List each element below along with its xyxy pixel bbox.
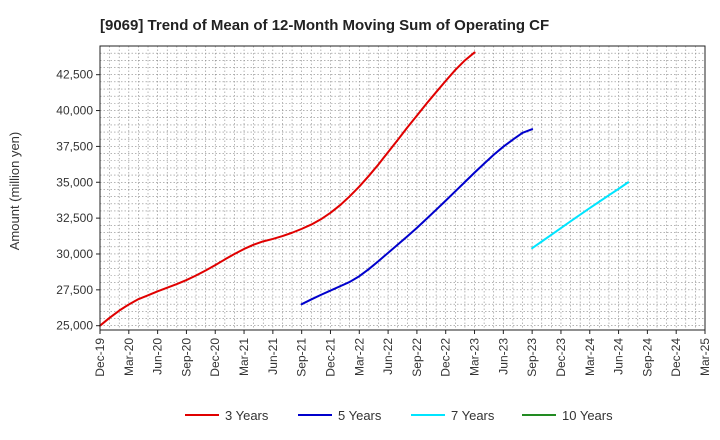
y-tick-label: 42,500 (56, 68, 93, 82)
y-tick-label: 25,000 (56, 319, 93, 333)
x-tick-label: Dec-21 (323, 338, 337, 377)
y-tick-label: 32,500 (56, 211, 93, 225)
x-tick-label: Dec-20 (208, 338, 222, 377)
series-line-3-years (99, 51, 476, 327)
x-tick-label: Dec-24 (669, 338, 683, 377)
plot-frame (99, 45, 706, 331)
legend-label: 5 Years (338, 408, 382, 423)
x-tick-label: Jun-22 (381, 338, 395, 375)
x-tick-label: Sep-23 (525, 338, 539, 377)
x-tick-label: Sep-20 (179, 338, 193, 377)
x-tick-label: Sep-21 (295, 338, 309, 377)
y-tick-label: 30,000 (56, 247, 93, 261)
grid (100, 46, 705, 330)
chart-title: [9069] Trend of Mean of 12-Month Moving … (100, 17, 549, 34)
x-tick-label: Mar-25 (698, 338, 712, 376)
x-tick-label: Mar-24 (583, 338, 597, 376)
legend-label: 3 Years (225, 408, 269, 423)
x-tick-label: Mar-23 (468, 338, 482, 376)
series-line-5-years (300, 128, 534, 306)
legend: 3 Years 5 Years 7 Years 10 Years (185, 408, 613, 423)
axes (99, 45, 706, 331)
y-tick-label: 40,000 (56, 104, 93, 118)
series-lines (99, 51, 630, 327)
y-tick-labels: 25,000 27,500 30,000 32,500 35,000 37,500 40,0… (56, 68, 100, 333)
x-tick-label: Mar-22 (352, 338, 366, 376)
x-tick-label: Mar-20 (122, 338, 136, 376)
x-tick-label: Jun-23 (496, 338, 510, 375)
x-tick-label: Dec-19 (93, 338, 107, 377)
y-tick-label: 37,500 (56, 139, 93, 153)
x-tick-label: Mar-21 (237, 338, 251, 376)
y-tick-label: 27,500 (56, 283, 93, 297)
x-tick-label: Dec-23 (554, 338, 568, 377)
y-tick-label: 35,000 (56, 175, 93, 189)
x-tick-label: Jun-21 (266, 338, 280, 375)
x-tick-labels: Dec-19 Mar-20 Jun-20 Sep-20 Dec-20 Mar-21 Jun-… (93, 330, 712, 377)
legend-label: 7 Years (451, 408, 495, 423)
y-axis-label: Amount (million yen) (7, 132, 22, 251)
x-tick-label: Dec-22 (439, 338, 453, 377)
x-tick-label: Jun-24 (612, 338, 626, 375)
legend-label: 10 Years (562, 408, 613, 423)
x-tick-label: Jun-20 (151, 338, 165, 375)
x-tick-label: Sep-24 (640, 338, 654, 377)
series-line-7-years (531, 181, 630, 250)
x-tick-label: Sep-22 (410, 338, 424, 377)
